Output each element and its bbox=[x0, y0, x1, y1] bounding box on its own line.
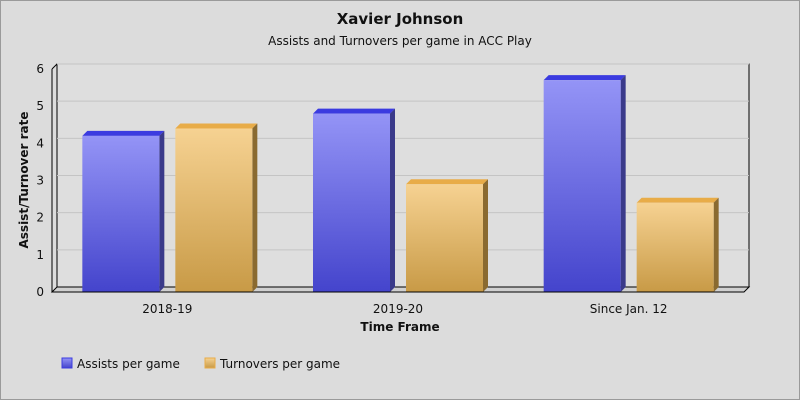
bar-assists bbox=[543, 75, 626, 293]
bar-front bbox=[82, 135, 160, 292]
legend-swatch bbox=[61, 357, 73, 369]
bar-side bbox=[620, 75, 626, 293]
bar-turnovers bbox=[175, 123, 258, 292]
bar-assists bbox=[313, 108, 395, 292]
y-tick-label: 3 bbox=[36, 174, 44, 188]
legend-label: Assists per game bbox=[77, 357, 180, 371]
y-tick-label: 0 bbox=[36, 285, 44, 299]
legend-label: Turnovers per game bbox=[219, 357, 340, 371]
x-tick-label: 2018-19 bbox=[142, 302, 192, 316]
x-tick-label: 2019-20 bbox=[373, 302, 423, 316]
y-tick-label: 2 bbox=[36, 211, 44, 225]
bar-front bbox=[543, 80, 621, 293]
legend-swatch bbox=[204, 357, 216, 369]
y-tick-label: 4 bbox=[36, 136, 44, 150]
y-tick-label: 1 bbox=[36, 248, 44, 262]
chart-title: Xavier Johnson bbox=[337, 10, 464, 28]
bar-top bbox=[406, 179, 488, 185]
y-tick-label: 5 bbox=[36, 99, 44, 113]
bar-front bbox=[406, 184, 483, 292]
y-axis-edge bbox=[51, 63, 58, 70]
bar-side bbox=[390, 108, 395, 292]
bar-side bbox=[252, 123, 258, 292]
y-tick-label: 6 bbox=[36, 62, 44, 76]
bar-front bbox=[636, 202, 714, 292]
bar-turnovers bbox=[406, 179, 488, 292]
bar-front bbox=[175, 128, 253, 292]
bar-top bbox=[636, 197, 719, 203]
bar-top bbox=[175, 123, 258, 129]
bar-assists bbox=[82, 130, 165, 292]
bar-top bbox=[543, 75, 626, 81]
x-tick-label: Since Jan. 12 bbox=[590, 302, 668, 316]
chart-subtitle: Assists and Turnovers per game in ACC Pl… bbox=[268, 34, 532, 48]
bar-turnovers bbox=[636, 197, 719, 292]
bar-top bbox=[82, 130, 165, 136]
bar-side bbox=[483, 179, 488, 292]
bar-side bbox=[159, 130, 165, 292]
bar-front bbox=[313, 113, 390, 292]
bar-side bbox=[713, 197, 719, 292]
bar-top bbox=[313, 108, 395, 114]
x-axis-label: Time Frame bbox=[360, 320, 439, 334]
y-axis-label: Assist/Turnover rate bbox=[17, 111, 31, 248]
